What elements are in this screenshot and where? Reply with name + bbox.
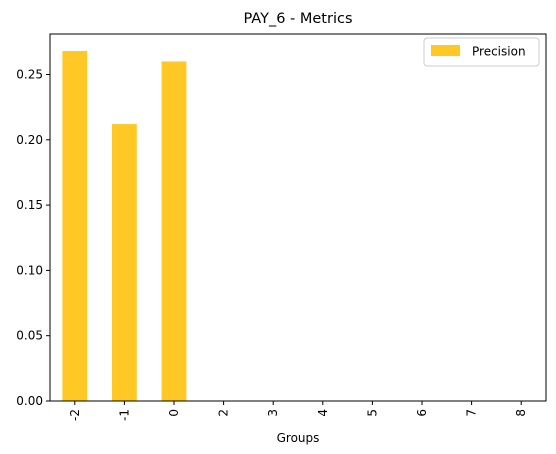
x-axis-label: Groups xyxy=(277,431,320,445)
plot-frame xyxy=(49,33,547,402)
y-tick-label: 0.05 xyxy=(16,329,43,343)
x-tick-label: 2 xyxy=(217,409,231,417)
bar--2 xyxy=(62,50,88,402)
y-tick-label: 0.00 xyxy=(16,394,43,408)
x-tick-label: 8 xyxy=(514,409,528,417)
y-tick-label: 0.25 xyxy=(16,67,43,81)
x-tick-label: 7 xyxy=(465,409,479,417)
legend: Precision xyxy=(423,37,540,67)
chart-title: PAY_6 - Metrics xyxy=(243,11,352,27)
x-tick-label: 6 xyxy=(415,409,429,417)
x-ticks-group: -2 -1 0 2 3 4 5 6 7 8 xyxy=(68,401,528,421)
x-tick-label: 4 xyxy=(316,409,330,417)
x-tick-label: 0 xyxy=(167,409,181,417)
y-tick-label: 0.20 xyxy=(16,133,43,147)
legend-swatch xyxy=(431,45,460,56)
x-tick-label: -2 xyxy=(68,409,82,421)
y-tick-label: 0.15 xyxy=(16,198,43,212)
y-tick-label: 0.10 xyxy=(16,263,43,277)
x-tick-label: 3 xyxy=(266,409,280,417)
x-tick-label: -1 xyxy=(117,409,131,421)
bar--1 xyxy=(112,124,137,402)
bars-group xyxy=(62,50,187,402)
bar-0 xyxy=(161,61,187,401)
y-ticks-group: 0.00 0.05 0.10 0.15 0.20 0.25 xyxy=(16,67,50,408)
x-tick-label: 5 xyxy=(365,409,379,417)
legend-label: Precision xyxy=(472,45,526,59)
